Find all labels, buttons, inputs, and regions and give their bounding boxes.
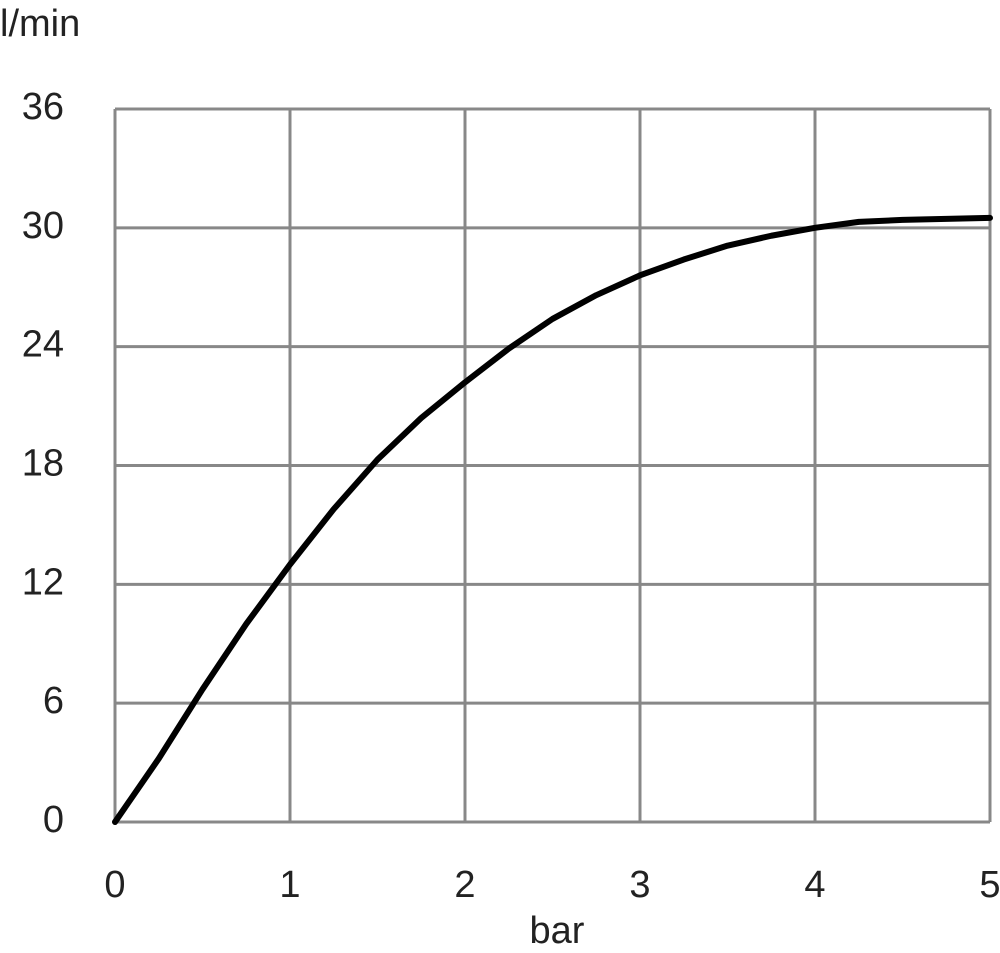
y-tick-label: 30 [22, 205, 64, 247]
x-tick-label: 0 [104, 864, 125, 906]
y-tick-label: 0 [43, 799, 64, 841]
x-axis-label: bar [530, 910, 585, 952]
y-tick-label: 24 [22, 324, 64, 366]
y-tick-label: 18 [22, 443, 64, 485]
y-axis-label: l/min [0, 3, 80, 45]
y-tick-label: 6 [43, 680, 64, 722]
y-tick-label: 12 [22, 561, 64, 603]
x-tick-label: 1 [279, 864, 300, 906]
x-tick-label: 4 [804, 864, 825, 906]
data-line [112, 214, 993, 825]
x-tick-label: 3 [629, 864, 650, 906]
x-tick-label: 5 [979, 864, 1000, 906]
x-tick-label: 2 [454, 864, 475, 906]
y-tick-label: 36 [22, 86, 64, 128]
